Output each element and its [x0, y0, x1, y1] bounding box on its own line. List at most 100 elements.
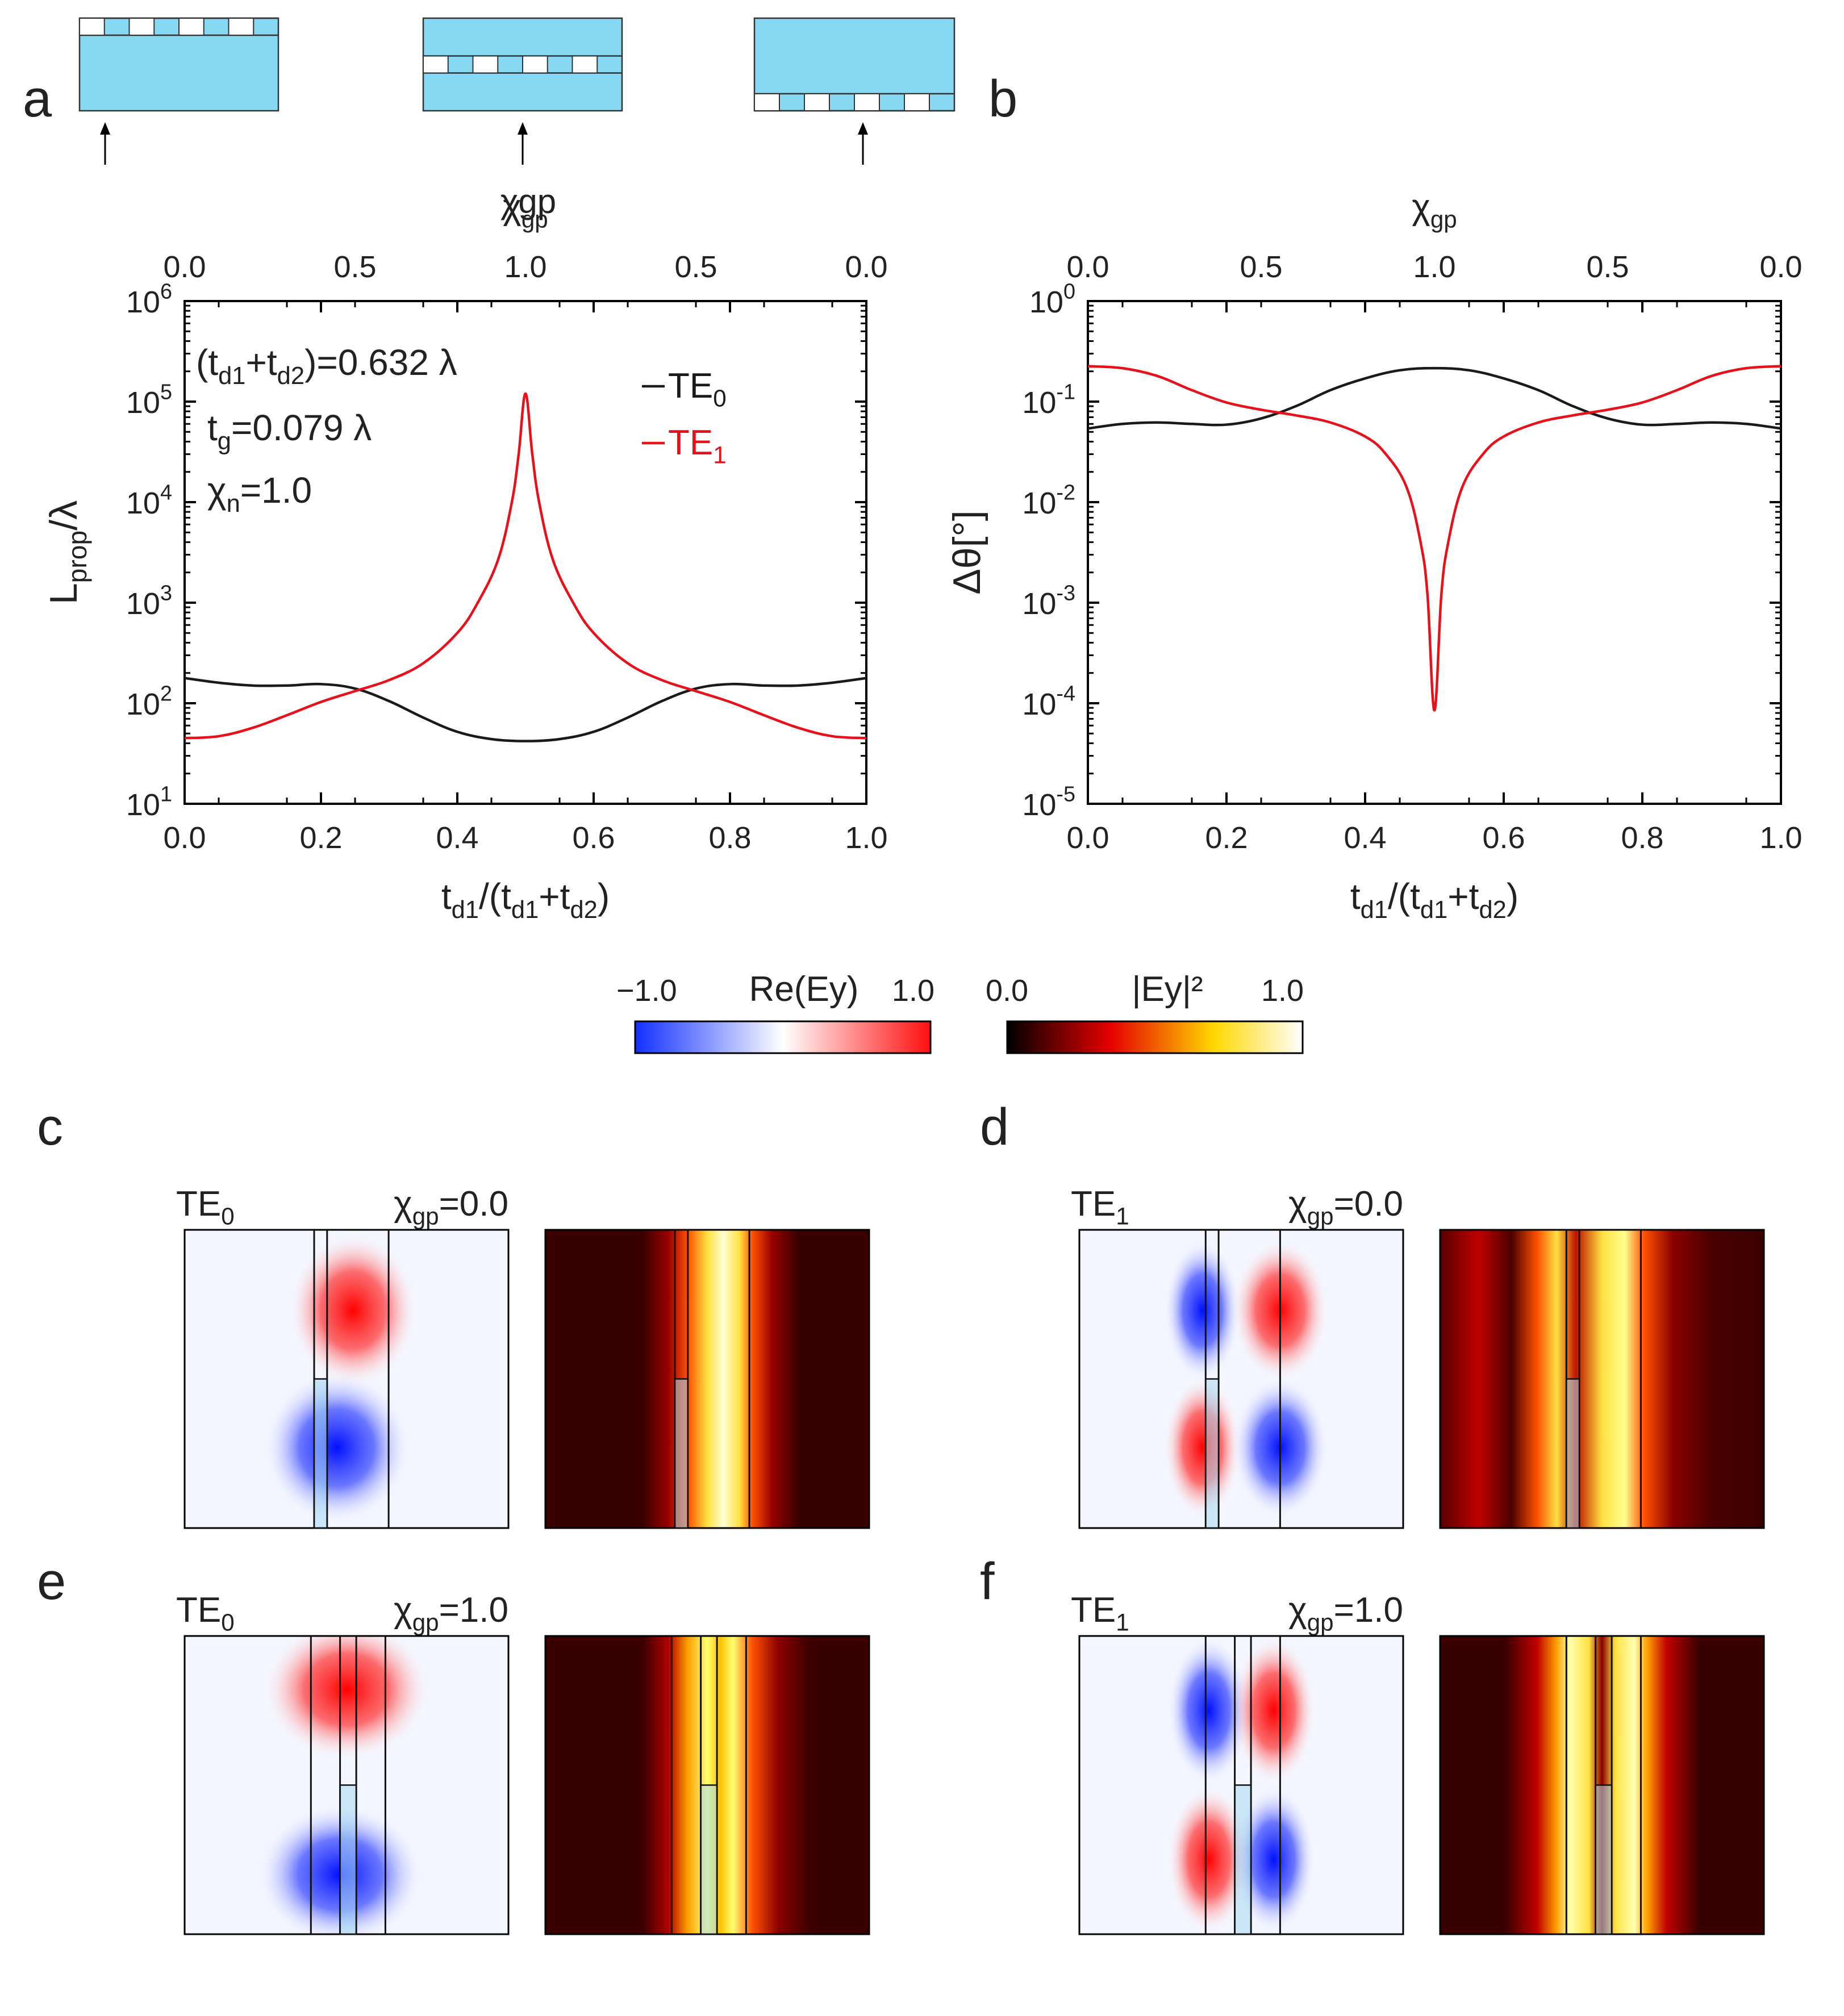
schematic-grating-gap — [754, 93, 780, 111]
x-tick-label: 0.8 — [708, 821, 751, 855]
grating-tooth — [1566, 1378, 1580, 1529]
grating-tooth — [313, 1378, 328, 1529]
field-lobe-red — [288, 1233, 418, 1388]
schematic-grating-gap — [79, 18, 105, 36]
field-map-chi-label: χgp​=0.0 — [394, 1184, 508, 1230]
top-axis-title: χgp​ — [503, 187, 548, 233]
colorbar-abs-gradient — [1006, 1020, 1304, 1054]
field-lobe-blue — [1166, 1636, 1251, 1785]
x-tick-label: 1.0 — [1759, 821, 1802, 855]
annotation-tg: tg​=0.079 λ — [207, 407, 372, 455]
schematic-grating-gap — [423, 55, 449, 74]
intensity-field-map — [1439, 1229, 1765, 1529]
y-tick-label: 10-1 — [1022, 381, 1075, 420]
y-tick-label: 104 — [126, 481, 172, 520]
top-tick-label: 0.5 — [674, 250, 717, 284]
grating-tooth — [1595, 1784, 1613, 1935]
top-tick-label: 0.0 — [1759, 250, 1802, 284]
y-tick-label: 101 — [126, 783, 172, 822]
field-map-c: TE0​ χgp​=0.0 — [176, 1184, 870, 1529]
waveguide-schematics — [78, 17, 956, 165]
field-map-chi-label: χgp​=0.0 — [1288, 1184, 1403, 1230]
colorbar-abs-max: 1.0 — [1261, 974, 1304, 1008]
schematic-grating-gap — [128, 18, 155, 36]
top-axis-title: χgp​ — [1412, 187, 1457, 233]
panel-letter-d: d — [980, 1098, 1009, 1156]
top-tick-label: 0.5 — [1586, 250, 1629, 284]
y-tick-label: 106 — [126, 280, 172, 319]
top-tick-label: 0.0 — [163, 250, 206, 284]
field-lobe-blue — [1163, 1238, 1242, 1382]
field-maps: TE0​χgp​=0.0TE1​χgp​=0.0TE0​χgp​=1.0TE1​… — [176, 1184, 1765, 1935]
panel-letter-e: e — [37, 1552, 66, 1610]
schematic-grating-gap — [804, 93, 830, 111]
top-tick-label: 0.0 — [1066, 250, 1109, 284]
schematic-grating-gap — [178, 18, 205, 36]
x-tick-label: 0.4 — [1344, 821, 1386, 855]
grating-tooth — [1234, 1784, 1252, 1935]
field-lobe-red — [1231, 1636, 1316, 1785]
y-tick-label: 105 — [126, 381, 172, 420]
y-tick-label: 10-4 — [1022, 682, 1075, 721]
field-lobe-blue — [262, 1370, 411, 1525]
schematic-grating-gap — [228, 18, 255, 36]
top-tick-label: 0.5 — [1240, 250, 1282, 284]
colorbar-abs-min: 0.0 — [986, 974, 1028, 1008]
re-field-map — [185, 1230, 508, 1528]
y-tick-label: 10-3 — [1022, 582, 1075, 621]
x-tick-label: 0.8 — [1621, 821, 1663, 855]
y-tick-label: 103 — [126, 582, 172, 621]
schematic-grating-gap — [571, 55, 598, 74]
colorbar-re-max: 1.0 — [892, 974, 934, 1008]
panel-letter-c: c — [37, 1098, 63, 1156]
field-map-mode-label: TE0​ — [176, 1591, 235, 1636]
y-tick-label: 100 — [1029, 280, 1075, 319]
field-map-d: TE1​ χgp​=0.0 — [1071, 1184, 1765, 1529]
y-tick-label: 102 — [126, 682, 172, 721]
field-map-chi-label: χgp​=1.0 — [394, 1591, 508, 1636]
chart-b-angle-deviation: 0.0 0.2 0.4 0.6 0.8 1.0 0.0 0.5 1.0 0.5 0.0 χgp​ 10-… — [945, 187, 1803, 924]
grating-tooth — [339, 1784, 357, 1935]
colorbar-re-min: −1.0 — [616, 974, 677, 1008]
x-tick-label: 0.6 — [1482, 821, 1525, 855]
top-tick-label: 0.5 — [333, 250, 376, 284]
y-tick-label: 10-2 — [1022, 481, 1075, 520]
x-axis-title: td1​/(td1​+td2​) — [441, 876, 610, 924]
field-map-f: TE1​ χgp​=1.0 — [1071, 1591, 1765, 1935]
plot-frame — [183, 300, 867, 805]
y-axis-title: Lprop​/λ — [42, 500, 92, 604]
x-tick-label: 0.2 — [1205, 821, 1248, 855]
top-tick-label: 0.0 — [845, 250, 887, 284]
series-line-TE0 — [1087, 366, 1782, 430]
grating-tooth — [700, 1784, 718, 1935]
panel-letter-a: a — [23, 70, 52, 128]
field-lobe-red — [262, 1636, 431, 1762]
legend-label-TE0: TE0​ — [668, 366, 727, 412]
schematic-arrowhead — [858, 122, 868, 135]
colorbar-re-title: Re(Ey) — [749, 970, 859, 1009]
x-tick-label: 0.4 — [436, 821, 478, 855]
intensity-field-map — [544, 1229, 870, 1529]
series-line-TE1 — [184, 392, 867, 740]
y-tick-label: 10-5 — [1022, 783, 1075, 822]
schematic-chi-label: χgp — [500, 182, 556, 220]
schematic-grating-gap — [472, 55, 499, 74]
annotation-thickness: (td1​+td2​)=0.632 λ — [196, 342, 457, 390]
x-tick-label: 1.0 — [845, 821, 887, 855]
top-tick-label: 1.0 — [504, 250, 546, 284]
field-map-mode-label: TE0​ — [176, 1184, 235, 1230]
x-axis-title: td1​/(td1​+td2​) — [1350, 876, 1518, 924]
annotation-chin: χn​=1.0 — [207, 470, 312, 517]
colorbar-abs-title: |Ey|² — [1132, 970, 1203, 1009]
re-frame — [183, 1229, 510, 1529]
legend-label-TE1: TE1​ — [668, 423, 727, 469]
re-frame — [1078, 1229, 1404, 1529]
panel-letter-b: b — [988, 70, 1017, 128]
panel-letter-f: f — [980, 1552, 995, 1610]
series-line-TE0 — [184, 677, 867, 742]
schematic-grating-gap — [904, 93, 930, 111]
field-map-mode-label: TE1​ — [1071, 1591, 1129, 1636]
field-lobe-red — [1166, 1785, 1251, 1934]
plot-frame — [1087, 300, 1782, 805]
